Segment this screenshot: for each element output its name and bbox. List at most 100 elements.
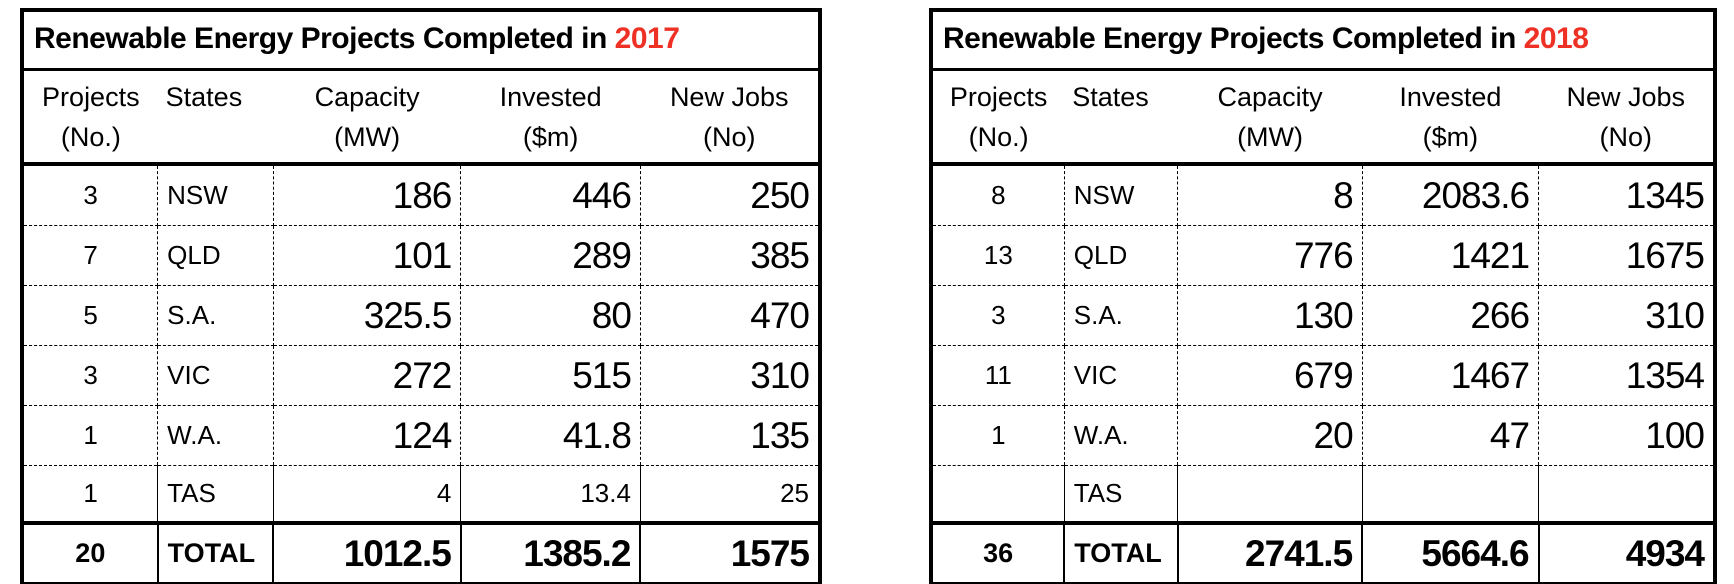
- table-title: Renewable Energy Projects Completed in 2…: [22, 10, 820, 71]
- total-row: 36 TOTAL 2741.5 5664.6 4934: [931, 521, 1715, 584]
- header-jobs-line1: New Jobs: [669, 82, 789, 112]
- cell-state: S.A.: [1064, 285, 1179, 346]
- header-jobs-line2: (No): [702, 122, 756, 152]
- cell-jobs: 385: [640, 225, 820, 286]
- cell-projects: 3: [22, 164, 159, 226]
- cell-capacity: 679: [1177, 345, 1363, 406]
- cell-invested: 515: [460, 345, 641, 406]
- cell-jobs: 1675: [1538, 225, 1715, 286]
- cell-total-label: TOTAL: [157, 521, 275, 584]
- cell-capacity: 272: [273, 345, 462, 406]
- cell-projects: 5: [22, 285, 159, 346]
- table-row-sa: 5 S.A. 325.5 80 470: [22, 285, 820, 346]
- cell-invested: 266: [1362, 285, 1540, 346]
- cell-invested: 1467: [1362, 345, 1540, 406]
- header-invested-line2: ($m): [522, 122, 579, 152]
- total-row: 20 TOTAL 1012.5 1385.2 1575: [22, 521, 820, 584]
- cell-capacity: 776: [1177, 225, 1363, 286]
- table-row-tas: TAS: [931, 465, 1715, 524]
- cell-state: TAS: [1064, 465, 1179, 524]
- cell-capacity: [1177, 465, 1363, 524]
- col-header-capacity: Capacity (MW): [1177, 69, 1363, 166]
- cell-total-jobs: 1575: [640, 521, 820, 584]
- cell-state: NSW: [157, 164, 274, 226]
- table-row-qld: 13 QLD 776 1421 1675: [931, 225, 1715, 286]
- cell-total-projects: 36: [931, 521, 1066, 584]
- cell-total-capacity: 2741.5: [1177, 521, 1364, 584]
- cell-jobs: 25: [640, 465, 820, 524]
- table-title-year: 2017: [614, 22, 680, 55]
- header-projects-line1: Projects: [949, 82, 1048, 112]
- header-states-line2: [1072, 118, 1178, 156]
- table-row-vic: 11 VIC 679 1467 1354: [931, 345, 1715, 406]
- title-row: Renewable Energy Projects Completed in 2…: [22, 10, 820, 71]
- table-row-sa: 3 S.A. 130 266 310: [931, 285, 1715, 346]
- cell-jobs: 135: [640, 405, 820, 466]
- header-capacity-line1: Capacity: [1217, 82, 1323, 112]
- cell-total-invested: 1385.2: [460, 521, 642, 584]
- cell-projects: 3: [931, 285, 1065, 346]
- cell-capacity: 124: [273, 405, 462, 466]
- cell-invested: 13.4: [460, 465, 641, 524]
- table-row-wa: 1 W.A. 124 41.8 135: [22, 405, 820, 466]
- cell-capacity: 8: [1177, 164, 1363, 226]
- header-row: Projects (No.) States Capacity (MW) Invest…: [22, 69, 820, 166]
- cell-state: NSW: [1064, 164, 1179, 226]
- cell-jobs: 250: [640, 164, 820, 226]
- table-title: Renewable Energy Projects Completed in 2…: [931, 10, 1715, 71]
- header-projects-line1: Projects: [42, 82, 140, 112]
- table-title-year: 2018: [1523, 22, 1589, 55]
- cell-capacity: 4: [273, 465, 462, 524]
- col-header-projects: Projects (No.): [931, 69, 1065, 166]
- table-row-vic: 3 VIC 272 515 310: [22, 345, 820, 406]
- cell-invested: 2083.6: [1362, 164, 1540, 226]
- header-projects-line2: (No.): [60, 122, 121, 152]
- table-title-text: Renewable Energy Projects Completed in: [34, 22, 615, 55]
- energy-table-2017: Renewable Energy Projects Completed in 2…: [20, 8, 822, 584]
- header-capacity-line1: Capacity: [314, 82, 420, 112]
- cell-state: W.A.: [1064, 405, 1179, 466]
- cell-jobs: 1354: [1538, 345, 1715, 406]
- table-row-nsw: 3 NSW 186 446 250: [22, 164, 820, 226]
- cell-jobs: 100: [1538, 405, 1715, 466]
- cell-capacity: 186: [273, 164, 462, 226]
- cell-capacity: 101: [273, 225, 462, 286]
- cell-projects: 11: [931, 345, 1065, 406]
- header-capacity-line2: (MW): [1237, 122, 1304, 152]
- cell-invested: 1421: [1362, 225, 1540, 286]
- cell-invested: 446: [460, 164, 641, 226]
- header-invested-line2: ($m): [1422, 122, 1479, 152]
- header-capacity-line2: (MW): [334, 122, 401, 152]
- table-row-nsw: 8 NSW 8 2083.6 1345: [931, 164, 1715, 226]
- col-header-jobs: New Jobs (No): [640, 69, 820, 166]
- cell-projects: 8: [931, 164, 1065, 226]
- header-jobs-line1: New Jobs: [1566, 82, 1686, 112]
- title-row: Renewable Energy Projects Completed in 2…: [931, 10, 1715, 71]
- col-header-capacity: Capacity (MW): [273, 69, 461, 166]
- cell-projects: 1: [22, 465, 159, 524]
- cell-projects: 7: [22, 225, 159, 286]
- cell-state: W.A.: [157, 405, 274, 466]
- cell-state: QLD: [1064, 225, 1179, 286]
- table-row-qld: 7 QLD 101 289 385: [22, 225, 820, 286]
- cell-total-invested: 5664.6: [1362, 521, 1540, 584]
- col-header-projects: Projects (No.): [22, 69, 158, 166]
- cell-state: QLD: [157, 225, 274, 286]
- cell-jobs: [1538, 465, 1715, 524]
- col-header-invested: Invested ($m): [460, 69, 641, 166]
- cell-invested: 47: [1362, 405, 1540, 466]
- cell-total-projects: 20: [22, 521, 159, 584]
- header-states-line1: States: [165, 82, 243, 112]
- cell-state: S.A.: [157, 285, 274, 346]
- cell-jobs: 470: [640, 285, 820, 346]
- cell-total-capacity: 1012.5: [273, 521, 462, 584]
- table-row-wa: 1 W.A. 20 47 100: [931, 405, 1715, 466]
- cell-state: VIC: [157, 345, 274, 406]
- cell-capacity: 20: [1177, 405, 1363, 466]
- cell-state: TAS: [157, 465, 274, 524]
- energy-table-2018: Renewable Energy Projects Completed in 2…: [929, 8, 1717, 584]
- header-states-line2: [166, 118, 274, 156]
- col-header-jobs: New Jobs (No): [1538, 69, 1715, 166]
- col-header-states: States: [157, 69, 274, 166]
- cell-projects: 13: [931, 225, 1065, 286]
